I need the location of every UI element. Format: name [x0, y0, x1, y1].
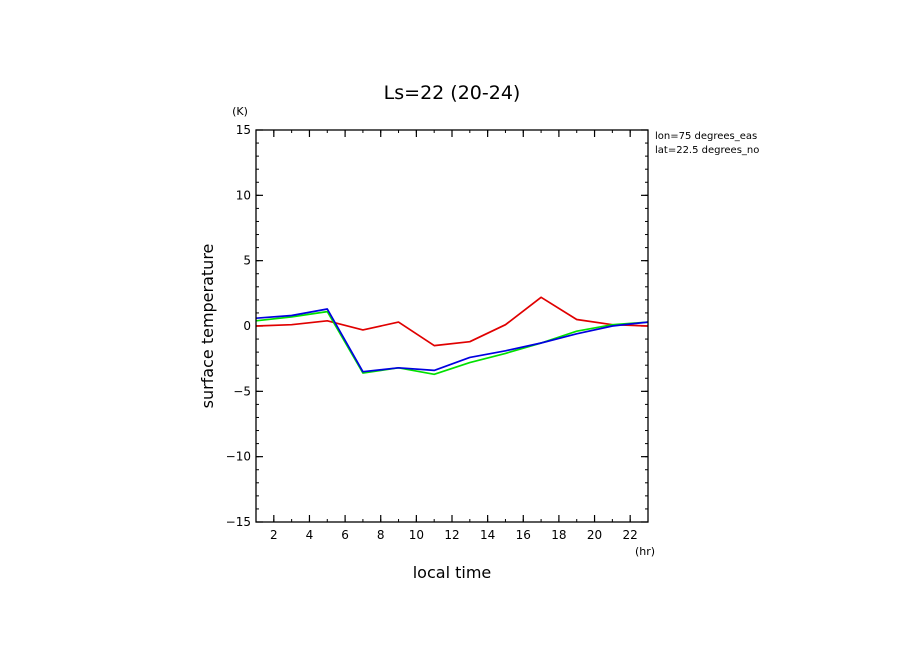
- x-tick-label: 20: [587, 528, 602, 542]
- series-line-2: [256, 310, 648, 376]
- y-unit-label: (K): [232, 105, 248, 118]
- axis-ticks: 2 4 6 8 10 12 14 16 18 20 22 −15 −10 −5 0 5 10 15: [226, 123, 649, 542]
- annotation-lat: lat=22.5 degrees_no: [655, 145, 759, 156]
- annotation-lon: lon=75 degrees_eas: [655, 131, 757, 142]
- chart-title: Ls=22 (20-24): [384, 82, 521, 104]
- x-tick-label: 22: [623, 528, 638, 542]
- x-tick-label: 14: [480, 528, 495, 542]
- y-tick-label: 10: [236, 188, 251, 202]
- x-unit-label: (hr): [635, 545, 655, 558]
- x-tick-label: 12: [444, 528, 459, 542]
- series-line-3: [256, 308, 648, 373]
- y-axis-label: surface temperature: [198, 244, 217, 409]
- y-tick-label: −5: [233, 384, 251, 398]
- x-tick-label: 2: [270, 528, 278, 542]
- x-tick-label: 6: [341, 528, 349, 542]
- data-series: [256, 296, 648, 376]
- x-axis-label: local time: [413, 563, 492, 582]
- plot-frame: [255, 129, 649, 523]
- y-tick-label: −15: [226, 515, 251, 529]
- y-tick-label: 15: [236, 123, 251, 137]
- x-tick-label: 16: [516, 528, 531, 542]
- y-tick-label: 5: [243, 254, 251, 268]
- series-line-1: [256, 296, 648, 347]
- y-tick-label: 0: [243, 319, 251, 333]
- x-tick-label: 4: [306, 528, 314, 542]
- x-tick-label: 10: [409, 528, 424, 542]
- x-tick-label: 18: [551, 528, 566, 542]
- y-tick-label: −10: [226, 450, 251, 464]
- x-tick-label: 8: [377, 528, 385, 542]
